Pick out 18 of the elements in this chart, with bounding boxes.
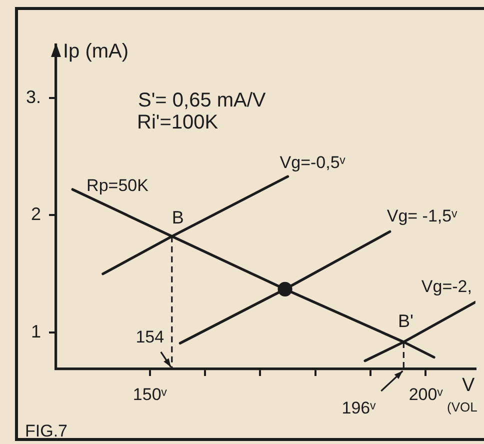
annotation: 154 xyxy=(136,328,164,347)
y-tick-label: 1 xyxy=(30,322,41,342)
series-label: Vg= -1,5ᵛ xyxy=(386,206,458,226)
series-label: Rp=50K xyxy=(86,176,150,196)
annotation: B xyxy=(172,207,184,228)
x-tick-label: 150ᵛ xyxy=(132,384,168,404)
annotation: Ri'=100K xyxy=(137,112,219,134)
y-tick-label: 2 xyxy=(30,204,41,224)
series-label: Vg=-2, xyxy=(421,276,472,296)
caption: FIG.7 xyxy=(25,422,68,441)
annotation: S'= 0,65 mA/V xyxy=(138,90,266,112)
series-label: Vg=-0,5ᵛ xyxy=(280,153,346,172)
annotation: B' xyxy=(398,310,414,331)
y-tick-label: 3. xyxy=(26,86,41,107)
text: 196ᵛ xyxy=(342,398,376,418)
y-axis-title: Ip (mA) xyxy=(63,40,129,63)
x-axis-title: V (VOL xyxy=(447,375,478,415)
x-tick-label: 200ᵛ xyxy=(408,384,444,404)
